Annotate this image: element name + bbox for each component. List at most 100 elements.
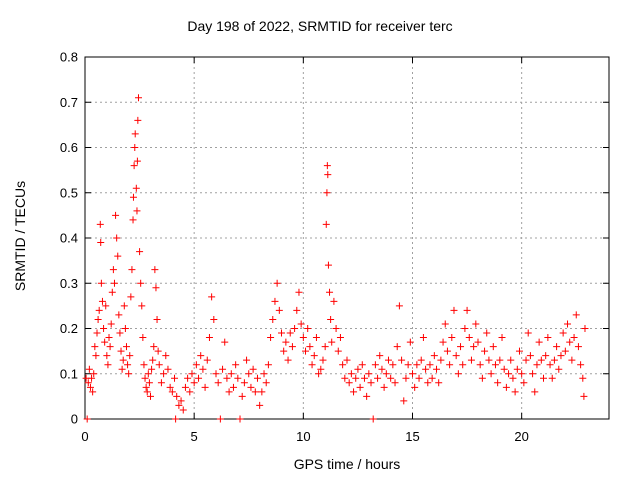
data-point <box>310 352 318 360</box>
data-point <box>232 361 240 369</box>
data-point <box>145 379 153 387</box>
data-point <box>443 347 451 355</box>
data-point <box>293 306 301 314</box>
data-point <box>256 401 264 409</box>
data-point <box>574 343 582 351</box>
data-point <box>131 130 139 138</box>
data-point <box>358 361 366 369</box>
data-point <box>133 207 141 215</box>
data-point <box>280 347 288 355</box>
data-point <box>105 334 113 342</box>
data-point <box>88 374 96 382</box>
data-point <box>339 361 347 369</box>
x-tick-label: 20 <box>514 429 528 444</box>
data-point <box>553 343 561 351</box>
data-point <box>491 361 499 369</box>
data-point <box>327 315 335 323</box>
data-point <box>400 397 408 405</box>
data-point <box>526 352 534 360</box>
data-point <box>378 365 386 373</box>
data-point <box>115 311 123 319</box>
data-point <box>219 365 227 373</box>
data-point <box>166 383 174 391</box>
data-point <box>509 374 517 382</box>
data-point <box>452 352 460 360</box>
data-point <box>481 347 489 355</box>
data-point <box>507 356 515 364</box>
data-point <box>520 379 528 387</box>
data-point <box>103 352 111 360</box>
data-point <box>459 361 467 369</box>
data-point <box>238 392 246 400</box>
data-point <box>125 370 133 378</box>
data-point <box>181 383 189 391</box>
data-point <box>363 392 371 400</box>
data-point <box>524 329 532 337</box>
data-point <box>127 293 135 301</box>
data-point <box>336 334 344 342</box>
data-point <box>119 356 127 364</box>
data-point <box>201 383 209 391</box>
data-point <box>97 279 105 287</box>
data-point <box>114 252 122 260</box>
data-point <box>282 338 290 346</box>
data-point <box>118 365 126 373</box>
data-point <box>324 171 332 179</box>
x-tick-label: 5 <box>191 429 198 444</box>
data-point <box>537 356 545 364</box>
data-point <box>113 234 121 242</box>
data-point <box>369 415 377 423</box>
data-point <box>229 383 237 391</box>
y-tick-label: 0.1 <box>60 366 78 381</box>
data-point <box>137 279 145 287</box>
y-tick-label: 0.5 <box>60 185 78 200</box>
data-point <box>474 338 482 346</box>
data-point <box>428 374 436 382</box>
data-point <box>249 365 257 373</box>
x-tick-label: 0 <box>81 429 88 444</box>
x-tick-label: 10 <box>296 429 310 444</box>
data-point <box>317 365 325 373</box>
data-point <box>210 315 218 323</box>
data-point <box>467 356 475 364</box>
data-point <box>315 370 323 378</box>
data-point <box>221 338 229 346</box>
data-point <box>223 374 231 382</box>
data-point <box>404 361 412 369</box>
axis-ticks: 0 0.1 0.2 0.3 0.4 0.5 0.6 0.7 0.8 0 5 10 15 20 <box>60 50 609 444</box>
data-point <box>179 406 187 414</box>
data-point <box>245 370 253 378</box>
data-point <box>332 325 340 332</box>
data-point <box>258 388 266 396</box>
data-point <box>192 361 200 369</box>
data-point <box>142 383 150 391</box>
data-point <box>304 325 312 332</box>
data-point <box>308 361 316 369</box>
data-point <box>90 370 98 378</box>
data-point <box>548 374 556 382</box>
data-point <box>160 370 168 378</box>
data-point <box>243 356 251 364</box>
data-point <box>500 365 508 373</box>
data-point <box>470 343 478 351</box>
data-point <box>299 334 307 342</box>
data-point <box>227 370 235 378</box>
data-point <box>328 338 336 346</box>
data-point <box>533 361 541 369</box>
data-point <box>354 365 362 373</box>
data-point <box>89 388 97 396</box>
data-point <box>184 374 192 382</box>
data-point <box>430 352 438 360</box>
data-point <box>240 379 248 387</box>
data-point <box>389 361 397 369</box>
data-point <box>286 329 294 337</box>
data-point <box>435 379 443 387</box>
data-point <box>367 379 375 387</box>
data-point <box>371 361 379 369</box>
grid <box>85 57 609 419</box>
data-point <box>330 297 338 305</box>
data-point <box>212 370 220 378</box>
data-point <box>382 370 390 378</box>
data-point <box>439 338 447 346</box>
